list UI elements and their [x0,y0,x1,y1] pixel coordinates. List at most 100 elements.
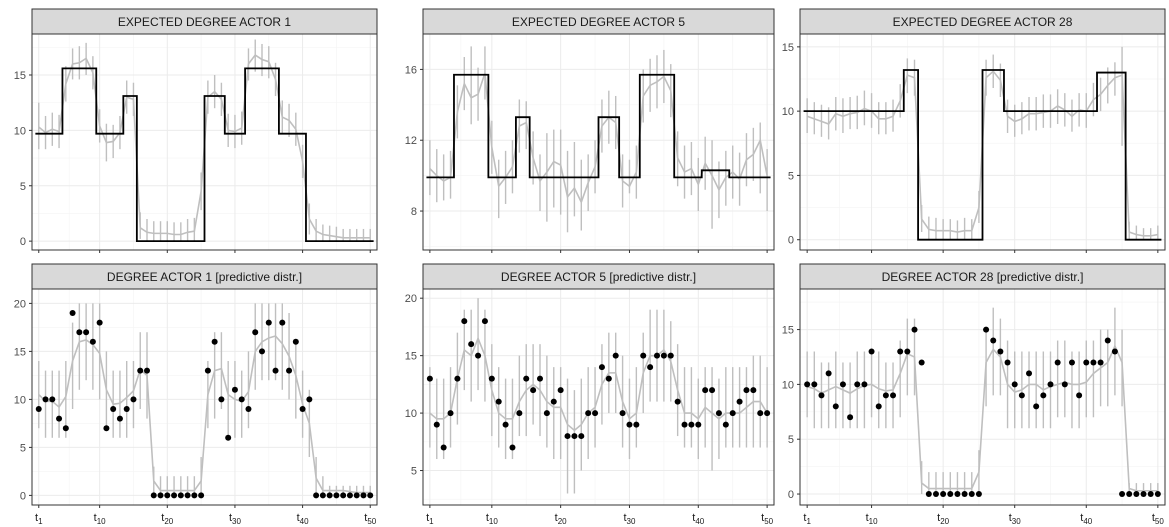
observed-point [918,359,925,366]
observed-point [804,381,811,388]
x-tick-label: t20 [555,512,568,526]
observed-point [911,326,918,333]
facet-title: DEGREE ACTOR 28 [predictive distr.] [882,270,1084,284]
observed-point [681,421,688,428]
observed-point [184,492,191,499]
observed-point [647,364,654,371]
observed-point [96,319,103,326]
plot-area [800,289,1165,505]
observed-point [1133,491,1140,498]
x-tick-label: t30 [623,512,636,526]
observed-point [530,387,537,394]
x-tick-label: t40 [297,512,310,526]
y-tick-label: 15 [14,346,26,358]
observed-point [1119,491,1126,498]
observed-point [447,410,454,417]
observed-point [433,421,440,428]
observed-point [1126,491,1133,498]
observed-point [299,406,306,412]
y-tick-label: 8 [411,206,417,218]
observed-point [360,492,367,499]
panel-border [31,288,378,506]
observed-point [468,341,475,348]
x-tick-label: t10 [486,512,499,526]
observed-point [319,492,326,499]
x-tick-label: t20 [161,512,174,526]
observed-point [825,370,832,377]
observed-point [674,398,681,405]
observed-point [475,352,482,359]
x-tick-label: t1 [35,512,43,526]
marks [35,303,374,499]
observed-point [353,492,360,499]
y-tick-label: 20 [14,298,26,310]
y-tick-label: 10 [405,408,417,420]
observed-point [35,406,42,412]
observed-point [306,396,313,403]
observed-point [961,491,968,498]
facet-title: EXPECTED DEGREE ACTOR 28 [893,15,1073,29]
observed-point [537,375,543,382]
observed-point [709,387,716,394]
truth-step-line [803,69,1162,241]
observed-point [69,310,76,316]
y-tick-label: 5 [20,442,26,454]
observed-point [626,421,633,428]
observed-point [454,375,461,382]
observed-point [633,421,640,428]
panel-border [799,288,1166,506]
observed-point [157,492,164,499]
observed-point [667,352,674,359]
facet-panel-2: EXPECTED DEGREE ACTOR 5 8 12 16 [405,8,775,253]
observed-point [144,367,150,374]
y-tick-label: 5 [411,466,417,478]
observed-point [1147,491,1154,498]
x-tick-label: t30 [1009,512,1022,526]
y-tick-label: 12 [405,135,417,147]
observed-point [272,367,279,374]
observed-point [42,396,49,403]
observed-point [103,425,110,432]
facet-panel-1: EXPECTED DEGREE ACTOR 1 0 5 10 15 [14,8,378,253]
marks [804,307,1161,498]
observed-point [218,396,225,403]
facet-panel-6: DEGREE ACTOR 28 [predictive distr.] 0 5 10 1… [782,263,1166,526]
x-tick-label: t20 [937,512,950,526]
observed-point [660,352,667,359]
x-tick-label: t10 [866,512,879,526]
y-tick-label: 15 [782,325,794,337]
observed-point [1083,359,1090,366]
observed-point [1061,381,1068,388]
observed-point [925,491,932,498]
observed-point [177,492,184,499]
observed-point [252,329,259,336]
observed-point [62,425,69,432]
observed-point [211,338,218,345]
observed-point [861,381,868,388]
observed-point [502,421,509,428]
panel-border [799,33,1166,251]
observed-point [326,492,333,499]
observed-point [516,410,523,417]
observed-point [523,375,530,382]
observed-point [83,329,90,336]
truth-step-line [426,73,771,179]
observed-point [1033,403,1040,410]
observed-point [225,434,232,441]
observed-point [49,396,56,403]
observed-point [56,415,63,422]
observed-point [440,444,447,451]
observed-point [847,414,854,421]
y-tick-label: 5 [20,181,26,193]
observed-point [1040,392,1047,399]
observed-point [564,433,571,440]
plot-area [32,289,377,505]
y-tick-label: 0 [20,490,26,502]
observed-point [1111,348,1118,355]
panel-border [422,288,775,506]
observed-point [550,398,557,405]
observed-point [509,444,516,451]
facet-title: EXPECTED DEGREE ACTOR 5 [512,15,685,29]
x-tick-label: t50 [761,512,774,526]
observed-point [495,398,502,405]
